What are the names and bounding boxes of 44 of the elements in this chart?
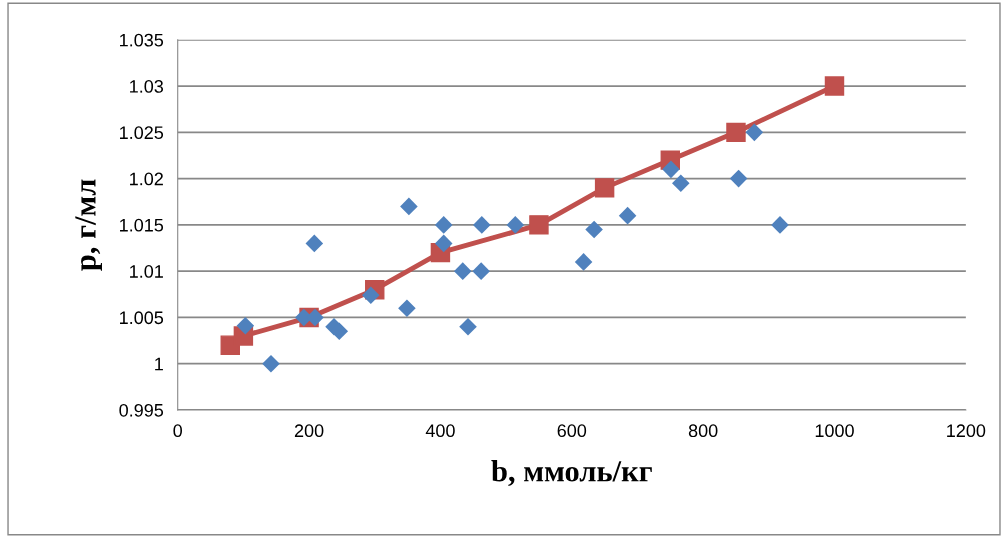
x-tick-label: 0 [173,424,183,438]
x-tick-label: 200 [294,424,324,438]
point [506,216,525,234]
x-tick-label: 800 [688,424,718,438]
point [824,76,845,96]
x-tick-label: 1200 [947,424,986,438]
point [662,160,680,179]
point [472,262,490,280]
point [473,216,491,234]
point [574,253,593,271]
y-tick-label: 1.025 [120,126,164,140]
point [398,299,416,317]
point [585,220,603,239]
point [771,216,789,234]
x-tick-label: 600 [557,424,587,438]
y-tick-label: 1.01 [130,265,163,278]
y-tick-label: 1.03 [130,80,164,93]
x-tick-label: 1000 [815,424,854,438]
y-tick-label: 1.015 [120,218,164,232]
y-tick-label: 1.02 [130,172,163,186]
point [745,123,764,142]
point [594,178,615,198]
point [729,169,748,188]
point [726,122,746,143]
point [262,354,280,373]
point [400,197,418,216]
point [362,286,380,304]
point [672,174,690,193]
point [305,234,324,253]
x-tick-label: 400 [425,424,455,438]
x-axis-title: b, ммоль/кг [491,460,652,487]
point [330,322,349,341]
point [618,206,637,225]
y-tick-label: 1 [155,357,163,371]
point [453,262,472,280]
point [529,215,549,235]
y-tick-label: 0.995 [119,403,164,417]
y-tick-label: 1.035 [120,33,164,47]
y-tick-label: 1.005 [120,311,164,325]
point [459,317,477,336]
point [434,216,453,234]
y-axis-title: p, г/мл [75,179,102,271]
point [434,234,453,253]
point [236,316,255,335]
